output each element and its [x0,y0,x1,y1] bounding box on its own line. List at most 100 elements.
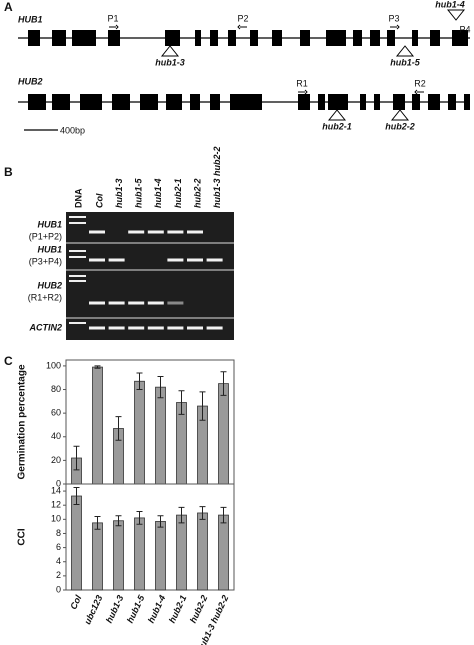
exon [300,30,310,46]
gel-band [147,230,164,234]
exon [318,94,325,110]
gel-band [128,230,145,234]
error-bar [220,506,227,524]
exon [230,94,262,110]
error-bar [157,515,164,528]
gel-band [108,258,125,262]
gel-band [187,326,203,330]
exon [28,94,46,110]
ladder-band [69,216,86,218]
ladder-band [69,256,86,258]
error-bar [157,376,164,399]
bar [218,383,229,485]
primer-arrow [459,35,469,41]
y-tick-label: 40 [51,431,61,441]
row-gene-label: ACTIN2 [28,322,62,332]
row-primer-label: (R1+R2) [28,292,62,302]
row-gene-label: HUB2 [37,280,62,290]
exon [190,94,200,110]
insertion-triangle [446,9,466,21]
gel-band [167,230,184,234]
x-tick-label: hub1-3 [104,594,126,625]
bar [197,512,208,591]
gel-band [187,230,203,234]
bar [134,380,145,485]
primer-label: P1 [107,13,118,23]
insertion-triangle [390,109,410,121]
exon [448,94,456,110]
allele-label: hub1-4 [435,0,465,9]
gel-band [147,326,164,330]
exon [210,94,220,110]
gel-band [89,326,105,330]
allele-label: hub2-1 [322,121,352,131]
ladder-band [69,322,86,324]
gel-band [108,326,125,330]
primer-label: P4 [459,24,470,34]
error-bar [73,487,80,505]
exon [80,94,102,110]
exon [195,30,201,46]
y-tick-label: 12 [51,500,61,510]
exon [370,30,380,46]
primer-arrow [109,24,119,30]
row-primer-label: (P1+P2) [29,231,62,241]
gel-band [108,301,125,305]
insertion-triangle [395,45,415,57]
lane-label: hub1-3 [114,178,124,208]
allele-label: hub1-5 [390,57,420,67]
row-gene-label: HUB1 [37,244,62,254]
gel-band [167,258,184,262]
ladder-band [69,280,86,282]
exon [412,30,418,46]
y-tick-label: 10 [51,514,61,524]
y-axis-label: Germination percentage [17,364,28,479]
gel-band [206,326,223,330]
bar [176,514,187,591]
exon [328,94,348,110]
x-tick-label: hub1-5 [125,593,147,625]
insertion-triangle [327,109,347,121]
error-bar [220,371,227,396]
lane-label: hub1-4 [153,178,163,208]
exon [52,30,66,46]
primer-label: R2 [414,78,426,88]
y-tick-label: 100 [46,360,61,370]
lane-label: hub1-5 [134,178,144,208]
exon [108,30,120,46]
gel-band [167,301,184,305]
exon [412,94,420,110]
error-bar [94,365,101,369]
panel-label: B [4,165,13,179]
allele-label: hub1-3 [155,57,185,67]
y-tick-label: 20 [51,455,61,465]
gel-band [147,301,164,305]
primer-arrow [298,89,308,95]
y-tick-label: 8 [56,528,61,538]
y-tick-label: 60 [51,408,61,418]
exon [112,94,130,110]
y-tick-label: 80 [51,384,61,394]
allele-label: hub2-2 [385,121,415,131]
y-tick-label: 0 [56,478,61,488]
plot-frame [65,483,235,591]
primer-label: P2 [237,13,248,23]
exon [28,30,40,46]
exon [272,30,282,46]
x-tick-label: hub1-4 [146,594,168,625]
bar [155,521,166,591]
ladder-band [69,222,86,224]
exon [353,30,362,46]
exon [393,94,405,110]
ladder-band [69,250,86,252]
panel-label: C [4,354,13,368]
x-tick-label: hub2-1 [167,594,189,625]
primer-arrow [414,89,424,95]
gel-band [206,258,223,262]
bar [92,366,103,485]
gel-band [89,258,105,262]
y-tick-label: 6 [56,542,61,552]
error-bar [199,506,206,520]
row-primer-label: (P3+P4) [29,256,62,266]
